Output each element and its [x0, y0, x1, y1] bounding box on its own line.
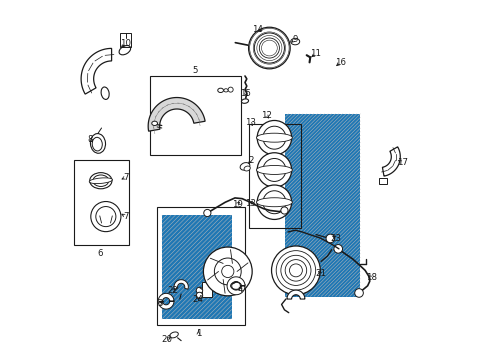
Text: 10: 10: [121, 39, 131, 48]
Text: 18: 18: [366, 273, 377, 282]
Ellipse shape: [91, 134, 105, 153]
Ellipse shape: [93, 175, 109, 186]
Circle shape: [204, 210, 211, 217]
Ellipse shape: [242, 99, 248, 103]
Circle shape: [196, 287, 203, 294]
Text: 22: 22: [167, 286, 178, 295]
Text: 20: 20: [161, 335, 172, 344]
Circle shape: [281, 207, 288, 214]
Text: 17: 17: [396, 158, 408, 167]
Text: 15: 15: [240, 89, 251, 98]
Bar: [285, 114, 361, 297]
Text: 5: 5: [193, 66, 198, 75]
Polygon shape: [81, 48, 112, 94]
Circle shape: [214, 258, 241, 285]
Text: 11: 11: [311, 49, 321, 58]
Polygon shape: [382, 147, 400, 176]
Text: 21: 21: [316, 269, 326, 278]
Bar: [74, 160, 129, 244]
Text: 13: 13: [245, 118, 255, 127]
Circle shape: [259, 38, 279, 58]
Text: 4: 4: [238, 285, 244, 294]
Bar: [162, 215, 232, 319]
Text: 19: 19: [232, 200, 243, 209]
Polygon shape: [227, 277, 245, 295]
Circle shape: [91, 202, 121, 231]
Circle shape: [254, 33, 285, 63]
Circle shape: [281, 255, 311, 285]
Text: 16: 16: [335, 58, 346, 67]
Ellipse shape: [291, 39, 300, 45]
Ellipse shape: [89, 178, 112, 184]
Text: 1: 1: [196, 329, 201, 338]
Circle shape: [263, 158, 286, 181]
Polygon shape: [287, 290, 305, 299]
Ellipse shape: [101, 87, 109, 99]
Bar: [379, 178, 388, 184]
Polygon shape: [148, 98, 205, 131]
Ellipse shape: [90, 173, 112, 189]
Ellipse shape: [152, 121, 157, 126]
Text: 12: 12: [261, 111, 272, 120]
Text: 23: 23: [331, 234, 342, 243]
Bar: [150, 76, 242, 155]
Text: 24: 24: [192, 294, 203, 303]
Text: 14: 14: [252, 25, 263, 34]
Text: 8: 8: [87, 135, 93, 144]
Ellipse shape: [256, 133, 293, 142]
Circle shape: [334, 244, 343, 253]
Circle shape: [228, 87, 233, 92]
Text: 6: 6: [98, 249, 103, 258]
Circle shape: [221, 265, 234, 278]
Ellipse shape: [119, 46, 131, 55]
Text: 3: 3: [158, 299, 163, 308]
Circle shape: [263, 126, 286, 149]
Ellipse shape: [170, 332, 178, 338]
Circle shape: [263, 191, 286, 214]
Bar: [202, 282, 212, 297]
Ellipse shape: [240, 163, 250, 170]
Circle shape: [290, 264, 302, 277]
Circle shape: [355, 289, 364, 297]
Bar: [248, 125, 300, 228]
Text: 7: 7: [123, 173, 129, 182]
Circle shape: [276, 251, 316, 290]
Polygon shape: [158, 293, 174, 309]
Text: 7: 7: [123, 212, 129, 221]
Circle shape: [257, 153, 292, 187]
Circle shape: [203, 247, 252, 296]
Circle shape: [326, 234, 335, 243]
Circle shape: [248, 27, 290, 69]
Circle shape: [257, 185, 292, 220]
Ellipse shape: [256, 198, 293, 207]
Ellipse shape: [256, 166, 293, 175]
Text: 9: 9: [293, 35, 298, 44]
Text: 13: 13: [245, 199, 255, 208]
Circle shape: [196, 292, 203, 299]
Text: 2: 2: [249, 156, 254, 165]
Bar: [120, 33, 131, 47]
Circle shape: [285, 260, 307, 281]
Ellipse shape: [224, 89, 228, 92]
Circle shape: [271, 246, 320, 295]
Polygon shape: [174, 280, 188, 289]
Circle shape: [257, 121, 292, 155]
Bar: [157, 207, 245, 325]
Ellipse shape: [218, 88, 223, 93]
Circle shape: [96, 207, 116, 226]
Ellipse shape: [244, 166, 250, 171]
Ellipse shape: [92, 137, 102, 151]
